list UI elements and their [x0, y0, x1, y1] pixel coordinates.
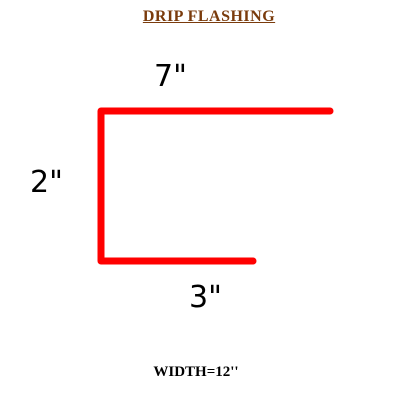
width-note: WIDTH=12'': [153, 364, 239, 380]
bottom-flange-dimension: 3": [189, 280, 222, 315]
flashing-profile-line: [97, 107, 334, 265]
top-flange-dimension: 7": [154, 59, 187, 94]
vertical-leg-dimension: 2": [30, 165, 63, 200]
diagram-title: DRIP FLASHING: [142, 8, 276, 25]
